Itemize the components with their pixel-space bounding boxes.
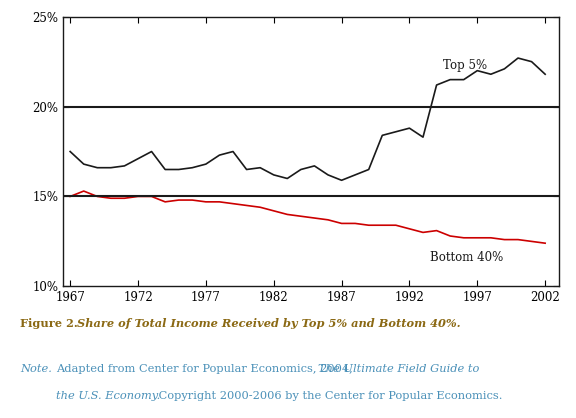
Text: Copyright 2000-2006 by the Center for Popular Economics.: Copyright 2000-2006 by the Center for Po… bbox=[155, 391, 502, 401]
Text: Share of Total Income Received by Top 5% and Bottom 40%.: Share of Total Income Received by Top 5%… bbox=[77, 318, 460, 329]
Text: The Ultimate Field Guide to: The Ultimate Field Guide to bbox=[318, 364, 479, 374]
Text: Bottom 40%: Bottom 40% bbox=[430, 251, 503, 264]
Text: Adapted from Center for Popular Economics, 2004,: Adapted from Center for Popular Economic… bbox=[56, 364, 356, 374]
Text: Figure 2.: Figure 2. bbox=[20, 318, 82, 329]
Text: Note.: Note. bbox=[20, 364, 52, 374]
Text: the U.S. Economy.: the U.S. Economy. bbox=[56, 391, 160, 401]
Text: Top 5%: Top 5% bbox=[444, 59, 487, 72]
